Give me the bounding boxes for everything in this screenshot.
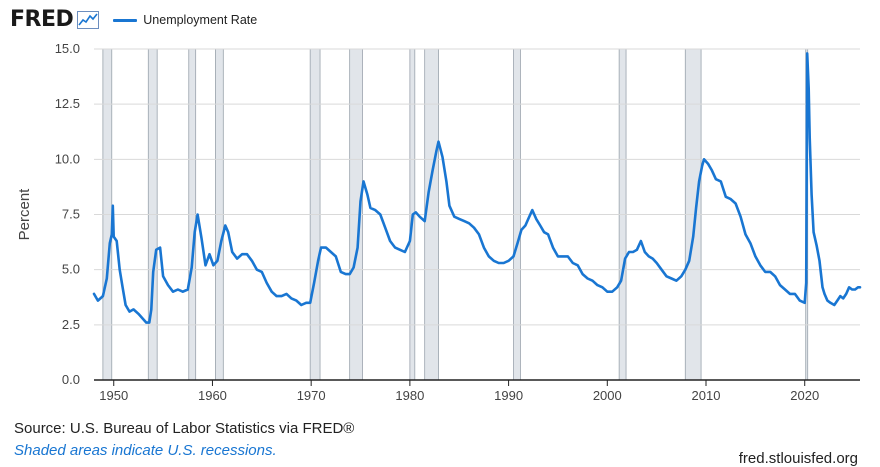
x-tick-label: 1950 (99, 388, 128, 403)
y-axis-label: Percent (16, 188, 33, 241)
chart-header: FRED Unemployment Rate (10, 6, 257, 34)
y-tick-label: 7.5 (62, 207, 80, 222)
series-line-unemployment-rate (92, 52, 862, 324)
fred-logo: FRED (10, 7, 74, 32)
y-tick-label: 10.0 (55, 151, 80, 166)
y-tick-label: 5.0 (62, 262, 80, 277)
x-tick-label: 1990 (494, 388, 523, 403)
x-tick-label: 2020 (790, 388, 819, 403)
sparkline-chart-icon (77, 11, 100, 29)
chart-legend[interactable]: Unemployment Rate (113, 13, 257, 27)
y-tick-label: 15.0 (55, 41, 80, 56)
x-tick-label: 2010 (692, 388, 721, 403)
x-tick-label: 1960 (198, 388, 227, 403)
legend-label: Unemployment Rate (143, 13, 258, 27)
x-tick-label: 1970 (297, 388, 326, 403)
site-url[interactable]: fred.stlouisfed.org (738, 450, 858, 467)
y-tick-label: 12.5 (55, 96, 80, 111)
y-tick-label: 0.0 (62, 372, 80, 387)
source-note: Source: U.S. Bureau of Labor Statistics … (14, 420, 355, 437)
y-tick-label: 2.5 (62, 317, 80, 332)
x-tick-label: 1980 (395, 388, 424, 403)
legend-swatch (113, 18, 138, 22)
recession-shading-note: Shaded areas indicate U.S. recessions. (14, 442, 277, 459)
x-tick-label: 2000 (593, 388, 622, 403)
